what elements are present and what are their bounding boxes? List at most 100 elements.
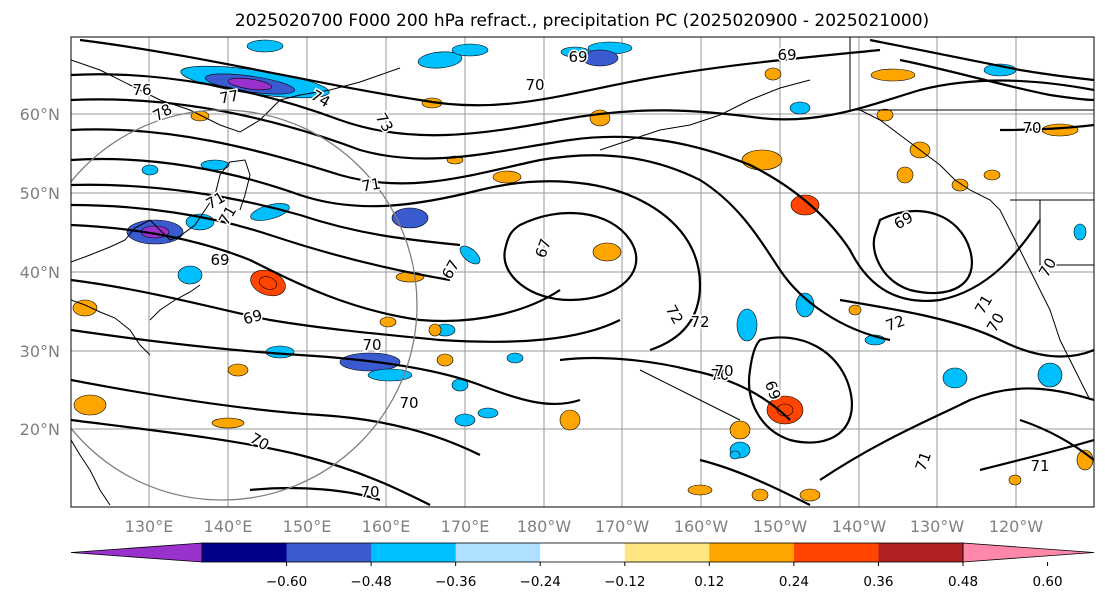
positive-pc-blob	[764, 67, 782, 81]
lat-label: 60°N	[20, 105, 60, 124]
colorbar-segment	[371, 543, 457, 562]
lat-label: 30°N	[20, 342, 60, 361]
lon-label: 140°E	[204, 517, 253, 536]
negative-pc-blob	[1073, 223, 1087, 241]
colorbar-tick-label: 0.60	[1033, 574, 1063, 590]
negative-pc-blob	[477, 407, 499, 419]
positive-pc-blob	[428, 323, 442, 337]
precipitation-shading	[72, 39, 1094, 502]
colorbar-ticks: −0.60 −0.48 −0.36 −0.24 −0.12 0.12 0.24 0.36 0.4…	[266, 562, 1063, 590]
lon-label: 180°W	[517, 517, 572, 536]
contour-label: 70	[710, 366, 729, 384]
negative-pc-blob	[729, 450, 741, 460]
negative-pc-blob	[581, 49, 619, 67]
colorbar-tick-label: −0.36	[435, 574, 476, 590]
colorbar-tick-label: 0.24	[779, 574, 809, 590]
colorbar-max-extend	[962, 542, 1095, 563]
lat-label: 20°N	[20, 420, 60, 439]
negative-pc-blob	[227, 77, 273, 91]
lon-label: 150°W	[753, 517, 808, 536]
gridlines	[71, 37, 1094, 507]
positive-pc-blob	[751, 488, 769, 502]
negative-pc-blob	[451, 43, 489, 57]
colorbar-segment	[455, 543, 541, 562]
contour-label: 77	[218, 87, 240, 108]
colorbar-tick-label: 0.48	[948, 574, 978, 590]
contour-label: 70	[1022, 119, 1041, 137]
positive-pc-blob	[1008, 474, 1022, 486]
positive-pc-blob	[592, 242, 622, 262]
latitude-labels: 60°N 50°N 40°N 30°N 20°N	[20, 105, 60, 439]
colorbar-min-extend	[70, 542, 203, 563]
longitude-labels: 130°E 140°E 150°E 160°E 170°E 180°W 170°W 160°W…	[125, 517, 1044, 536]
positive-pc-blob	[848, 304, 862, 316]
colorbar-segment	[624, 543, 710, 562]
contour-label: 71	[1030, 457, 1049, 475]
positive-pc-blob	[876, 108, 894, 122]
positive-pc-blob	[492, 170, 522, 184]
colorbar-segment	[878, 543, 964, 562]
lat-label: 40°N	[20, 263, 60, 282]
negative-pc-blob	[417, 51, 463, 69]
positive-pc-blob	[896, 166, 914, 184]
positive-pc-blob	[559, 409, 581, 431]
negative-pc-blob	[560, 46, 590, 58]
colorbar-tick-label: −0.60	[266, 574, 307, 590]
negative-pc-blob	[250, 203, 290, 221]
figure-title: 2025020700 F000 200 hPa refract., precip…	[235, 11, 929, 31]
colorbar-tick-label: −0.12	[604, 574, 645, 590]
positive-pc-blob	[741, 149, 783, 171]
negative-pc-blob	[367, 368, 413, 382]
positive-pc-blob	[983, 169, 1001, 181]
contour-label: 71	[360, 175, 382, 196]
positive-pc-blob	[211, 417, 245, 429]
positive-pc-blob	[72, 299, 98, 317]
lon-label: 130°W	[910, 517, 965, 536]
lon-label: 160°E	[362, 517, 411, 536]
contour-label: 70	[362, 336, 381, 354]
negative-pc-blob	[391, 207, 429, 229]
colorbar	[70, 542, 1095, 563]
colorbar-tick-label: 0.36	[863, 574, 893, 590]
positive-pc-blob	[799, 488, 821, 502]
positive-pc-blob	[227, 363, 249, 377]
negative-pc-blob	[942, 367, 968, 389]
positive-pc-blob	[870, 68, 916, 82]
lon-label: 170°W	[595, 517, 650, 536]
lon-label: 120°W	[989, 517, 1044, 536]
contour-label: 69	[210, 251, 229, 269]
refractivity-contours	[71, 38, 1094, 506]
colorbar-segment	[709, 543, 795, 562]
negative-pc-blob	[141, 164, 159, 176]
positive-pc-blob	[73, 394, 107, 416]
contour-label: 72	[690, 313, 709, 331]
contour-label: 70	[360, 483, 379, 501]
negative-pc-blob	[736, 308, 758, 342]
positive-pc-blob	[951, 178, 969, 192]
positive-pc-blob	[790, 194, 820, 216]
colorbar-segment	[286, 543, 372, 562]
lon-label: 130°E	[125, 517, 174, 536]
colorbar-tick-label: −0.24	[520, 574, 561, 590]
contour-label: 70	[714, 362, 733, 380]
projection-circle	[71, 109, 418, 501]
negative-pc-blob	[459, 245, 481, 265]
lat-label: 50°N	[20, 184, 60, 203]
negative-pc-blob	[454, 413, 476, 427]
positive-pc-blob	[436, 353, 454, 367]
positive-pc-blob	[258, 276, 278, 290]
colorbar-tick-label: 0.12	[694, 574, 724, 590]
lon-label: 170°E	[441, 517, 490, 536]
negative-pc-blob	[1037, 362, 1063, 388]
positive-pc-blob	[379, 316, 397, 328]
negative-pc-blob	[789, 101, 811, 115]
lon-label: 140°W	[832, 517, 887, 536]
negative-pc-blob	[506, 352, 524, 364]
positive-pc-blob	[729, 420, 751, 440]
contour-label: 69	[777, 46, 796, 64]
colorbar-segment	[202, 543, 288, 562]
negative-pc-blob	[246, 39, 284, 53]
contour-label: 70	[399, 394, 418, 412]
